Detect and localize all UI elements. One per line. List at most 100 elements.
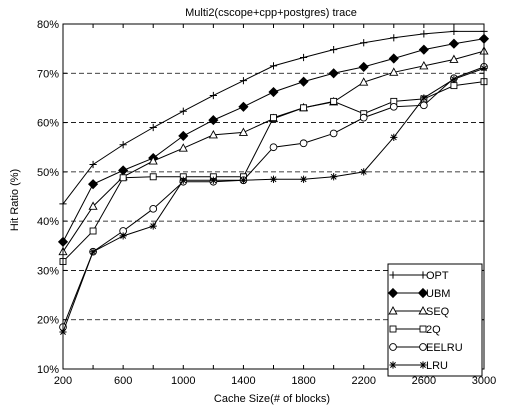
data-point-2q (330, 97, 338, 105)
data-point-ubm (448, 38, 459, 49)
data-point-seq (419, 60, 429, 70)
y-tick-label: 30% (37, 265, 59, 277)
chart-title: Multi2(cscope+cpp+postgres) trace (185, 7, 357, 19)
legend-marker (419, 325, 427, 333)
data-point-ubm (208, 115, 219, 126)
data-point-eelru (329, 129, 338, 138)
legend-marker (389, 325, 397, 333)
legend-marker (388, 306, 398, 315)
data-point-lru (119, 232, 127, 240)
data-point-ubm (298, 76, 309, 87)
data-point-opt (390, 34, 398, 42)
data-point-seq (178, 143, 188, 152)
legend-label: OPT (426, 270, 449, 282)
data-point-opt (149, 123, 157, 132)
data-point-eelru (149, 204, 158, 213)
legend-item-lru: LRU (389, 360, 448, 372)
legend-item-eelru: EELRU (389, 342, 463, 354)
legend-label: EELRU (426, 342, 463, 354)
y-tick-label: 80% (37, 19, 59, 31)
legend-label: 2Q (426, 324, 441, 336)
data-point-lru (390, 133, 398, 141)
data-point-opt (360, 39, 368, 47)
data-point-lru (239, 176, 248, 184)
legend-label: UBM (426, 288, 450, 300)
data-point-2q (450, 82, 458, 90)
data-point-opt (119, 141, 127, 149)
data-point-opt (269, 62, 278, 70)
series-opt (59, 27, 488, 208)
legend-marker (389, 271, 397, 279)
data-point-opt (450, 27, 458, 35)
y-tick-label: 20% (37, 315, 59, 327)
legend-item-seq: SEQ (388, 306, 450, 318)
data-point-2q (149, 173, 157, 181)
x-tick-label: 1800 (291, 375, 315, 387)
x-tick-label: 1000 (171, 375, 195, 387)
y-tick-label: 10% (37, 364, 59, 376)
data-point-seq (238, 127, 248, 136)
data-point-ubm (388, 53, 399, 64)
data-point-ubm (178, 130, 189, 141)
legend-marker (417, 287, 429, 299)
data-point-lru (149, 222, 157, 230)
data-point-ubm (238, 101, 249, 112)
data-point-2q (89, 227, 97, 235)
data-point-lru (330, 173, 338, 181)
y-tick-label: 70% (37, 68, 59, 80)
data-point-2q (300, 104, 308, 112)
legend-marker (418, 306, 428, 315)
x-tick-label: 2600 (412, 375, 436, 387)
x-axis-title: Cache Size(# of blocks) (214, 393, 330, 405)
axis-ticks: 10% 20% 30% 40% 50% 60% 70% 80% 200 600 1000 1400 18… (37, 19, 496, 387)
legend-box (387, 263, 483, 377)
data-point-lru (179, 176, 187, 184)
data-point-seq (88, 201, 98, 210)
legend-item-opt: OPT (389, 270, 449, 282)
y-tick-label: 60% (37, 118, 59, 130)
data-point-lru (209, 176, 217, 184)
data-point-opt (179, 107, 187, 115)
legend-item-2q: 2Q (389, 324, 441, 336)
data-point-eelru (420, 101, 428, 110)
legend-label: LRU (426, 360, 448, 372)
data-point-eelru (269, 143, 278, 152)
data-point-opt (330, 46, 338, 54)
legend-marker (419, 343, 427, 351)
data-point-opt (89, 160, 97, 169)
x-tick-label: 2200 (351, 375, 375, 387)
series-line-seq (62, 50, 485, 252)
legend-marker (387, 287, 399, 299)
y-tick-label: 40% (37, 216, 59, 228)
data-point-eelru (299, 139, 308, 148)
data-point-lru (89, 248, 97, 256)
data-point-ubm (358, 61, 369, 72)
data-point-seq (208, 129, 218, 139)
data-point-lru (450, 75, 458, 83)
x-tick-label: 1400 (231, 375, 255, 387)
data-point-2q (119, 174, 127, 182)
legend-item-ubm: UBM (387, 287, 450, 300)
data-point-ubm (328, 68, 339, 79)
data-point-ubm (418, 44, 429, 55)
legend: OPT UBM SEQ 2Q EELRU LRU (387, 263, 483, 377)
data-point-lru (360, 168, 368, 176)
data-point-eelru (359, 113, 368, 122)
legend-marker (419, 271, 427, 279)
data-point-opt (239, 77, 248, 85)
x-tick-label: 3000 (472, 375, 496, 387)
data-point-lru (269, 175, 278, 183)
grid-lines (63, 72, 484, 321)
data-point-ubm (268, 86, 279, 98)
data-point-eelru (389, 102, 398, 111)
data-point-ubm (88, 179, 99, 190)
legend-marker (389, 343, 397, 351)
y-tick-label: 50% (37, 167, 59, 179)
data-point-opt (209, 91, 217, 100)
legend-label: SEQ (426, 306, 450, 318)
x-tick-label: 600 (114, 375, 132, 387)
data-point-opt (420, 30, 428, 38)
y-axis-title: Hit Ratio (%) (9, 169, 21, 231)
